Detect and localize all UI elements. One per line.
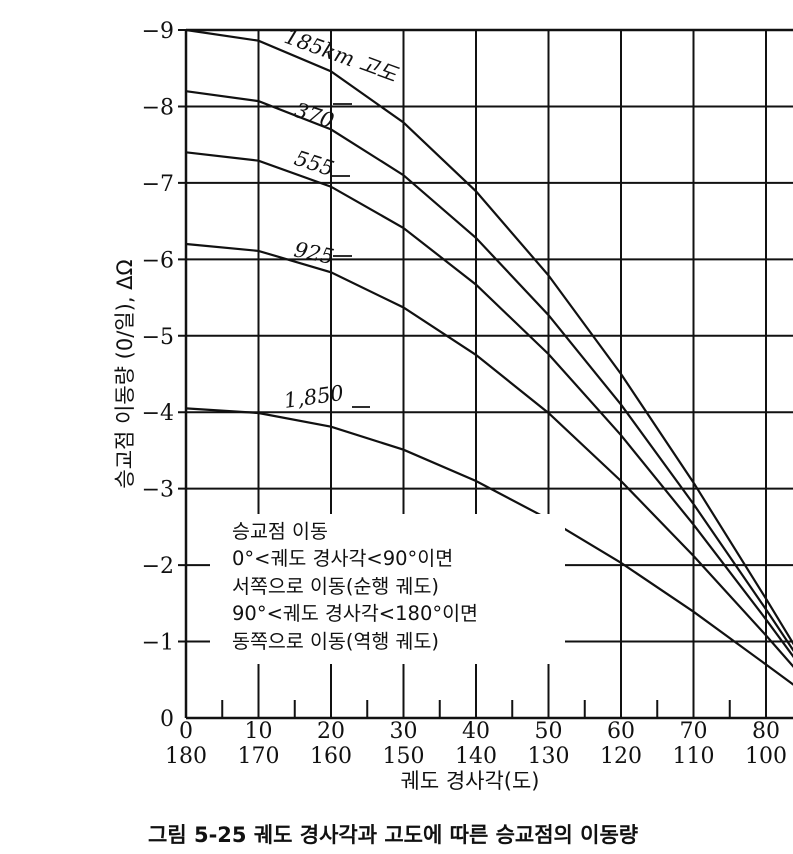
y-tick-label: −9 [142, 19, 174, 44]
annotation-line-2: 0°<궤도 경사각<90°이면 [232, 547, 453, 570]
series-label-1850: 1,850 [282, 381, 345, 413]
x-tick-label-secondary: 150 [383, 744, 425, 769]
x-tick-label-secondary: 100 [745, 744, 787, 769]
y-tick-label: 0 [160, 707, 174, 732]
x-tick-label: 40 [462, 719, 490, 744]
y-tick-label: −7 [142, 172, 174, 197]
y-tick-label: −5 [142, 325, 174, 350]
x-tick-label-secondary: 140 [455, 744, 497, 769]
x-tick-label: 70 [680, 719, 708, 744]
x-tick-label-secondary: 130 [528, 744, 570, 769]
figure-caption: 그림 5-25 궤도 경사각과 고도에 따른 승교점의 이동량 [148, 823, 638, 847]
x-tick-label: 60 [607, 719, 635, 744]
x-tick-label: 10 [245, 719, 273, 744]
tick-labels: 0−1−2−3−4−5−6−7−8−9018010170201603015040… [142, 19, 787, 769]
x-tick-label-secondary: 160 [310, 744, 352, 769]
y-tick-label: −1 [142, 631, 174, 656]
series-label-leaders [330, 103, 370, 408]
annotation-line-4: 90°<궤도 경사각<180°이면 [232, 602, 478, 625]
annotation-backdrop [210, 514, 565, 664]
x-axis-title: 궤도 경사각(도) [401, 769, 540, 793]
annotation-line-3: 서쪽으로 이동(순행 궤도) [232, 575, 439, 598]
y-tick-label: −2 [142, 554, 174, 579]
x-tick-label: 30 [390, 719, 418, 744]
series-label-925: 925 [292, 237, 336, 269]
axes [184, 28, 793, 720]
x-tick-label: 80 [752, 719, 780, 744]
y-tick-label: −8 [142, 95, 174, 120]
series-line-0 [185, 28, 793, 646]
y-tick-label: −3 [142, 478, 174, 503]
x-tick-label-secondary: 120 [600, 744, 642, 769]
annotation-line-5: 동쪽으로 이동(역행 궤도) [232, 630, 439, 653]
series-line-2 [185, 151, 793, 658]
series-line-1 [185, 90, 793, 652]
y-axis-title: 승교점 이동량 (0/일), ΔΩ [113, 259, 137, 488]
x-tick-label: 0 [179, 719, 193, 744]
x-tick-label-secondary: 110 [673, 744, 715, 769]
y-tick-label: −6 [142, 248, 174, 273]
series-line-3 [185, 242, 793, 668]
x-tick-label-secondary: 180 [165, 744, 207, 769]
x-tick-label-secondary: 170 [238, 744, 280, 769]
y-tick-label: −4 [142, 401, 174, 426]
series-lines [185, 28, 793, 686]
x-tick-label: 50 [535, 719, 563, 744]
x-tick-label: 20 [317, 719, 345, 744]
annotation-line-1: 승교점 이동 [232, 520, 328, 543]
series-line-4 [185, 407, 793, 686]
